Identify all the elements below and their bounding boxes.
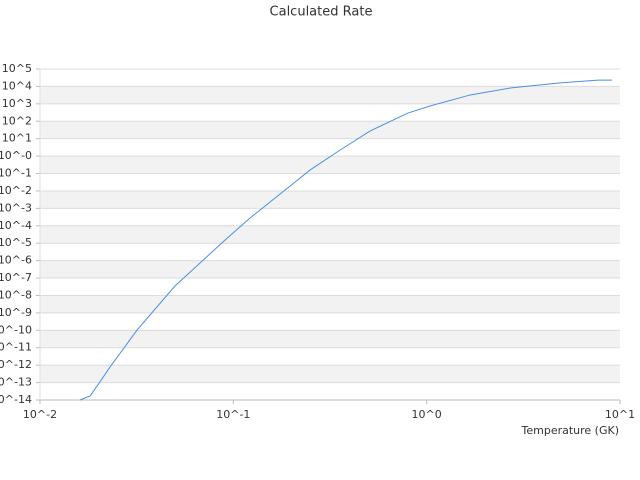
band bbox=[40, 190, 620, 209]
x-tick-label: 10^1 bbox=[605, 408, 635, 421]
y-tick-label: 10^-13 bbox=[0, 376, 32, 389]
x-tick-label: 10^-1 bbox=[216, 408, 250, 421]
band bbox=[40, 225, 620, 244]
y-tick-label: 10^-5 bbox=[0, 236, 32, 249]
bands bbox=[40, 86, 620, 383]
y-tick-label: 10^3 bbox=[2, 97, 32, 110]
band bbox=[40, 121, 620, 139]
y-tick-label: 10^2 bbox=[2, 114, 32, 127]
y-tick-label: 10^-14 bbox=[0, 393, 32, 406]
y-tick-label: 10^-8 bbox=[0, 288, 32, 301]
y-tick-label: 10^-6 bbox=[0, 254, 32, 267]
y-tick-label: 10^-7 bbox=[0, 271, 32, 284]
band bbox=[40, 365, 620, 383]
x-tick-label: 10^-2 bbox=[23, 408, 57, 421]
x-tick-label: 10^0 bbox=[412, 408, 442, 421]
y-tick-label: 10^-1 bbox=[0, 167, 32, 180]
y-tick-label: 10^-2 bbox=[0, 184, 32, 197]
y-tick-label: 10^4 bbox=[2, 79, 32, 92]
y-tick-label: 10^-3 bbox=[0, 201, 32, 214]
band bbox=[40, 260, 620, 279]
band bbox=[40, 330, 620, 348]
y-tick-label: 10^-10 bbox=[0, 323, 32, 336]
band bbox=[40, 295, 620, 313]
x-axis-label: Temperature (GK) bbox=[521, 424, 620, 437]
y-tick-label: 10^-0 bbox=[0, 149, 32, 162]
y-tick-label: 10^-11 bbox=[0, 341, 32, 354]
y-tick-label: 10^1 bbox=[2, 132, 32, 145]
chart-title: Calculated Rate bbox=[270, 5, 373, 20]
y-tick-label: 10^-4 bbox=[0, 219, 32, 232]
band bbox=[40, 86, 620, 104]
data-line bbox=[79, 79, 613, 401]
y-tick-label: 10^-12 bbox=[0, 358, 32, 371]
y-tick-label: 10^-9 bbox=[0, 306, 32, 319]
y-tick-label: 10^5 bbox=[2, 62, 32, 75]
band bbox=[40, 156, 620, 174]
